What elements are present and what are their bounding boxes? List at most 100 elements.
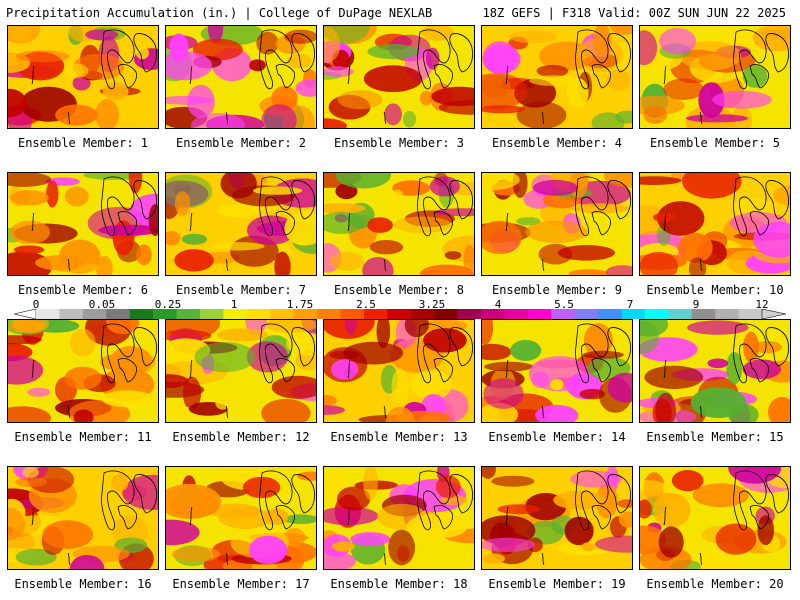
scale-color-swatch bbox=[574, 309, 599, 319]
scale-color-swatch bbox=[738, 309, 763, 319]
ensemble-member-label: Ensemble Member: 19 bbox=[488, 577, 626, 591]
ensemble-panel bbox=[481, 466, 633, 570]
ensemble-member-label: Ensemble Member: 15 bbox=[646, 430, 784, 444]
ensemble-panel bbox=[639, 172, 791, 276]
ensemble-member-label: Ensemble Member: 7 bbox=[175, 283, 307, 297]
scale-color-swatch bbox=[36, 309, 60, 319]
scale-color-swatch bbox=[527, 309, 552, 319]
great-lakes-outline bbox=[189, 176, 315, 272]
scale-color-swatch bbox=[246, 309, 271, 319]
ensemble-member-label: Ensemble Member: 3 bbox=[333, 136, 465, 150]
scale-tick-label: 0.25 bbox=[154, 298, 182, 311]
scale-color-swatch bbox=[457, 309, 482, 319]
scale-color-swatch bbox=[598, 309, 622, 319]
scale-high-arrow bbox=[761, 309, 786, 319]
scale-color-swatch bbox=[480, 309, 505, 319]
great-lakes-outline bbox=[663, 176, 789, 272]
precip-color-scale: 0 0.05 0.25 1 1.75 2.5 3.25 4 5.5 7 9 12 bbox=[14, 298, 786, 322]
scale-color-swatch bbox=[270, 309, 294, 319]
precip-field bbox=[8, 467, 158, 569]
great-lakes-outline bbox=[663, 323, 789, 419]
great-lakes-outline bbox=[663, 29, 789, 125]
scale-tick-label: 9 bbox=[692, 298, 700, 311]
scale-color-swatch bbox=[387, 309, 412, 319]
scale-color-bar bbox=[14, 309, 786, 319]
ensemble-panel bbox=[481, 25, 633, 129]
scale-color-swatch bbox=[82, 309, 107, 319]
ensemble-member-label: Ensemble Member: 20 bbox=[646, 577, 784, 591]
scale-color-swatch bbox=[153, 309, 177, 319]
great-lakes-outline bbox=[663, 470, 789, 566]
ensemble-panel bbox=[639, 25, 791, 129]
ensemble-panel bbox=[323, 466, 475, 570]
scale-tick-label: 12 bbox=[755, 298, 769, 311]
scale-tick-label: 0.05 bbox=[88, 298, 116, 311]
scale-color-swatch bbox=[715, 309, 739, 319]
scale-color-swatch bbox=[176, 309, 201, 319]
scale-tick-label: 5.5 bbox=[554, 298, 574, 311]
scale-color-swatch bbox=[668, 309, 693, 319]
ensemble-panel bbox=[323, 25, 475, 129]
scale-color-swatch bbox=[293, 309, 318, 319]
ensemble-member-label: Ensemble Member: 2 bbox=[175, 136, 307, 150]
scale-color-swatch bbox=[410, 309, 435, 319]
ensemble-panel bbox=[481, 319, 633, 423]
scale-color-swatch bbox=[223, 309, 248, 319]
ensemble-member-label: Ensemble Member: 5 bbox=[649, 136, 781, 150]
scale-tick-label: 1.75 bbox=[286, 298, 314, 311]
ensemble-panel bbox=[7, 319, 159, 423]
precip-field bbox=[482, 173, 632, 275]
great-lakes-outline bbox=[189, 323, 315, 419]
ensemble-member-label: Ensemble Member: 9 bbox=[491, 283, 623, 297]
ensemble-member-label: Ensemble Member: 6 bbox=[17, 283, 149, 297]
great-lakes-outline bbox=[31, 176, 157, 272]
ensemble-member-label: Ensemble Member: 18 bbox=[330, 577, 468, 591]
precip-field bbox=[8, 173, 158, 275]
scale-color-swatch bbox=[340, 309, 365, 319]
ensemble-panel bbox=[165, 172, 317, 276]
great-lakes-outline bbox=[31, 470, 157, 566]
run-info: 18Z GEFS | F318 Valid: 00Z SUN JUN 22 20… bbox=[482, 6, 786, 20]
scale-tick-labels: 0 0.05 0.25 1 1.75 2.5 3.25 4 5.5 7 9 12 bbox=[14, 298, 786, 311]
precip-field bbox=[8, 26, 158, 128]
scale-tick-label: 7 bbox=[626, 298, 634, 311]
great-lakes-outline bbox=[31, 323, 157, 419]
precip-field bbox=[324, 173, 474, 275]
scale-color-swatch bbox=[434, 309, 458, 319]
great-lakes-outline bbox=[505, 323, 631, 419]
great-lakes-outline bbox=[31, 29, 157, 125]
ensemble-panel bbox=[323, 319, 475, 423]
map-title: Precipitation Accumulation (in.) | Colle… bbox=[6, 6, 433, 20]
scale-color-swatch bbox=[199, 309, 224, 319]
scale-low-arrow bbox=[14, 309, 37, 319]
ensemble-panel bbox=[481, 172, 633, 276]
great-lakes-outline bbox=[347, 176, 473, 272]
precip-field bbox=[166, 467, 316, 569]
ensemble-member-label: Ensemble Member: 13 bbox=[330, 430, 468, 444]
ensemble-member-label: Ensemble Member: 10 bbox=[646, 283, 784, 297]
great-lakes-outline bbox=[505, 29, 631, 125]
scale-color-swatch bbox=[106, 309, 130, 319]
ensemble-panel bbox=[7, 25, 159, 129]
scale-color-swatch bbox=[129, 309, 154, 319]
great-lakes-outline bbox=[189, 470, 315, 566]
scale-tick-label: 2.5 bbox=[356, 298, 376, 311]
ensemble-member-label: Ensemble Member: 16 bbox=[14, 577, 152, 591]
ensemble-member-label: Ensemble Member: 14 bbox=[488, 430, 626, 444]
ensemble-panel bbox=[639, 466, 791, 570]
scale-color-swatch bbox=[504, 309, 529, 319]
scale-color-swatch bbox=[691, 309, 716, 319]
great-lakes-outline bbox=[347, 470, 473, 566]
ensemble-member-label: Ensemble Member: 4 bbox=[491, 136, 623, 150]
scale-tick-label: 3.25 bbox=[418, 298, 446, 311]
scale-tick-label: 0 bbox=[32, 298, 40, 311]
ensemble-panel bbox=[165, 25, 317, 129]
great-lakes-outline bbox=[189, 29, 315, 125]
ensemble-panel bbox=[165, 319, 317, 423]
ensemble-panel bbox=[639, 319, 791, 423]
great-lakes-outline bbox=[505, 176, 631, 272]
scale-tick-label: 1 bbox=[230, 298, 238, 311]
scale-color-swatch bbox=[551, 309, 575, 319]
ensemble-member-label: Ensemble Member: 12 bbox=[172, 430, 310, 444]
ensemble-member-label: Ensemble Member: 17 bbox=[172, 577, 310, 591]
